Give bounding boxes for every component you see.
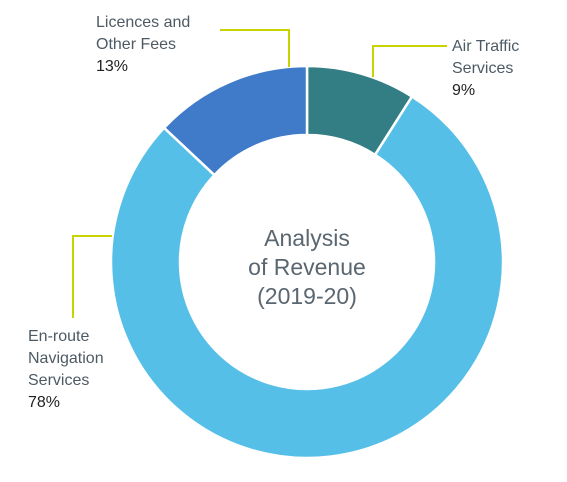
- slice-label-text: Services: [28, 372, 90, 389]
- slice-label-licences-and-other-fees: Licences and Other Fees 13%: [96, 12, 190, 78]
- slice-label-text: Air Traffic: [452, 38, 520, 55]
- slice-label-air-traffic-services: Air Traffic Services 9%: [452, 36, 519, 102]
- leader-line-licences-and-other-fees: [220, 29, 290, 67]
- chart-title-line-2: of Revenue: [248, 254, 366, 280]
- leader-lines: [72, 29, 447, 318]
- slice-label-text: Services: [452, 60, 514, 77]
- donut-slice-licences-and-other-fees: [162, 64, 309, 177]
- donut-slice-en-route-navigation-services: [109, 94, 505, 460]
- chart-title-line-3: (2019-20): [257, 283, 357, 309]
- donut-slices: [109, 64, 505, 460]
- slice-label-text: Navigation: [28, 350, 104, 367]
- slice-label-text: En-route: [28, 328, 90, 345]
- leader-line-en-route-navigation-services: [72, 235, 112, 318]
- leader-line-air-traffic-services: [372, 45, 447, 77]
- slice-value-label: 13%: [96, 58, 129, 75]
- slice-value-label: 9%: [452, 82, 476, 99]
- chart-title-line-1: Analysis: [264, 225, 350, 251]
- slice-value-label: 78%: [28, 394, 61, 411]
- chart-title: Analysis of Revenue (2019-20): [207, 224, 407, 311]
- slice-label-en-route-navigation-services: En-route Navigation Services 78%: [28, 326, 104, 414]
- slice-label-text: Other Fees: [96, 36, 177, 53]
- slice-label-text: Licences and: [96, 14, 191, 31]
